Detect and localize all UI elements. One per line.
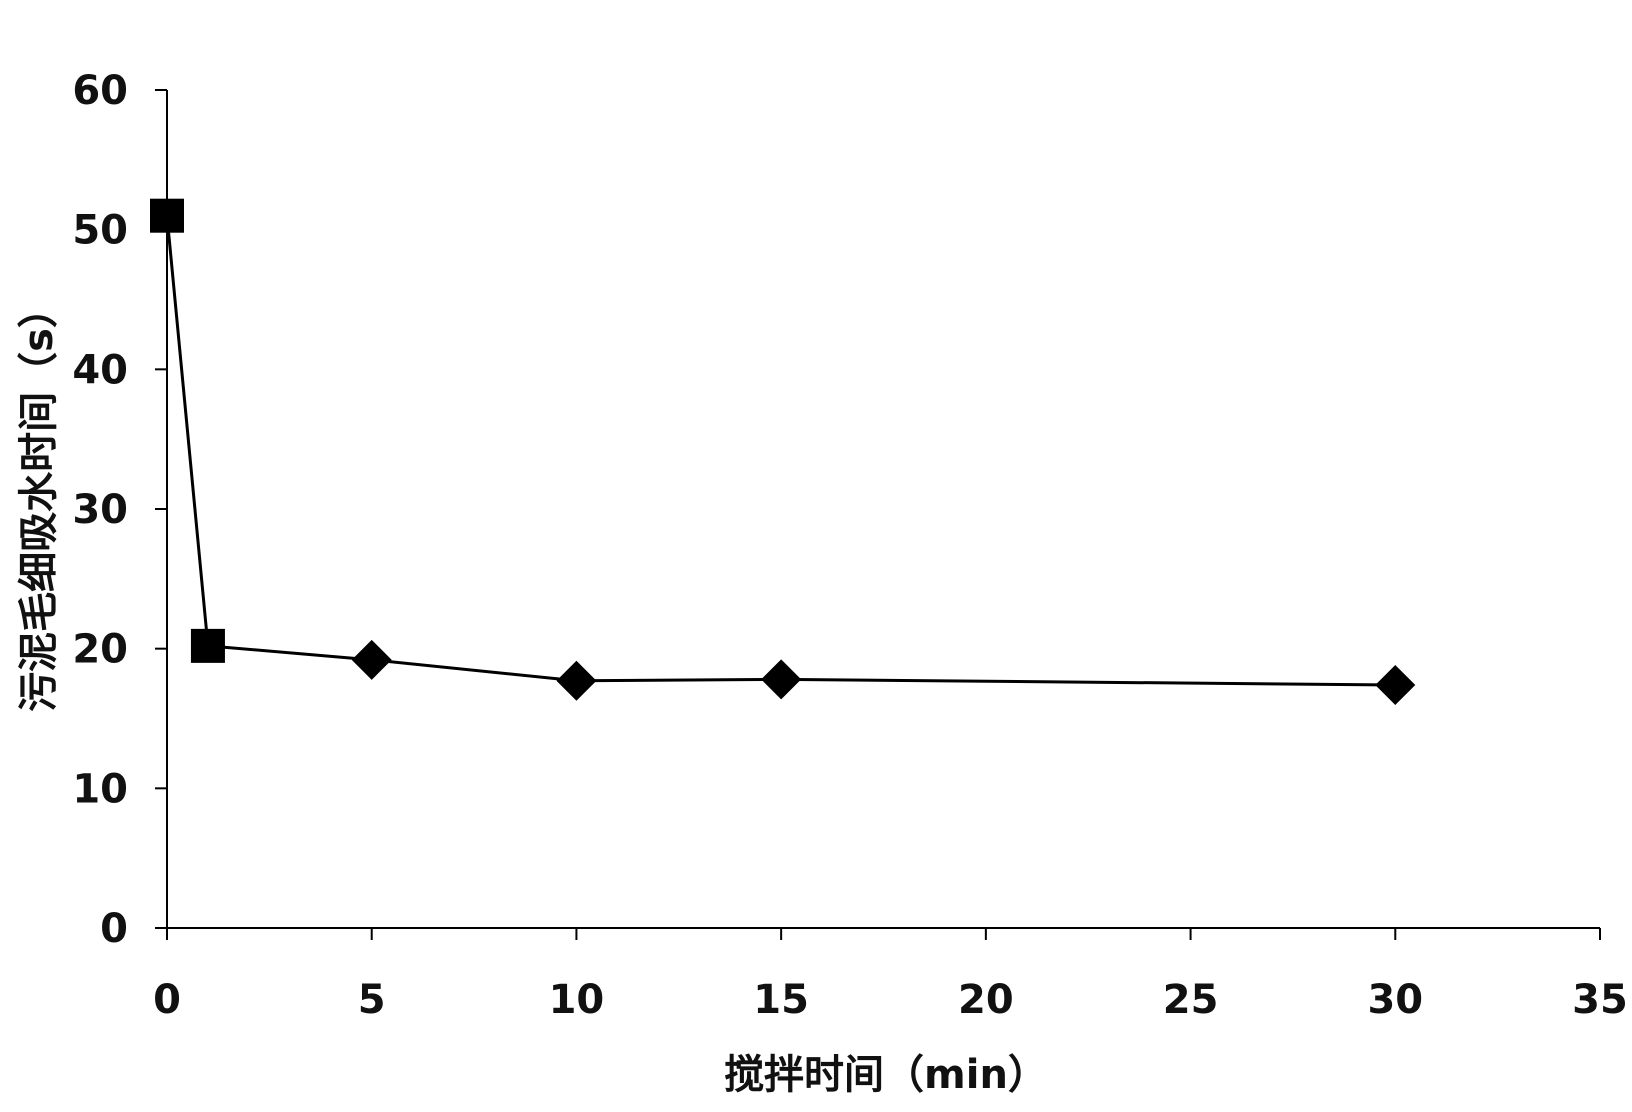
x-tick-label: 10: [549, 977, 605, 1023]
x-tick-label: 30: [1367, 977, 1423, 1023]
x-tick-label: 15: [753, 977, 809, 1023]
x-tick-label: 5: [358, 977, 386, 1023]
y-axis-title: 污泥毛细吸水时间（s）: [16, 288, 62, 712]
data-point-diamond: [1375, 664, 1416, 705]
y-ticks: 0 10 20 30 40 50 60: [72, 68, 167, 952]
y-tick-label: 0: [100, 906, 128, 952]
series-line: [165, 215, 1396, 687]
x-ticks: 0 5 10 15 20 25 30 35: [153, 928, 1628, 1023]
data-point-diamond: [556, 660, 597, 701]
x-axis-title: 搅拌时间（min）: [724, 1052, 1048, 1098]
data-point-square: [150, 198, 184, 233]
y-tick-label: 10: [72, 766, 128, 812]
y-tick-label: 60: [72, 68, 128, 114]
x-tick-label: 35: [1572, 977, 1628, 1023]
series-group: [150, 198, 1416, 705]
data-point-square: [190, 628, 225, 663]
y-tick-label: 20: [72, 627, 128, 673]
x-tick-label: 0: [153, 977, 181, 1023]
y-tick-label: 50: [72, 208, 128, 254]
y-tick-label: 30: [72, 487, 128, 533]
x-tick-label: 25: [1163, 977, 1219, 1023]
data-point-diamond: [351, 639, 392, 680]
data-point-diamond: [761, 659, 802, 700]
y-tick-label: 40: [72, 347, 128, 393]
axes: [160, 90, 1600, 929]
x-tick-label: 20: [958, 977, 1014, 1023]
